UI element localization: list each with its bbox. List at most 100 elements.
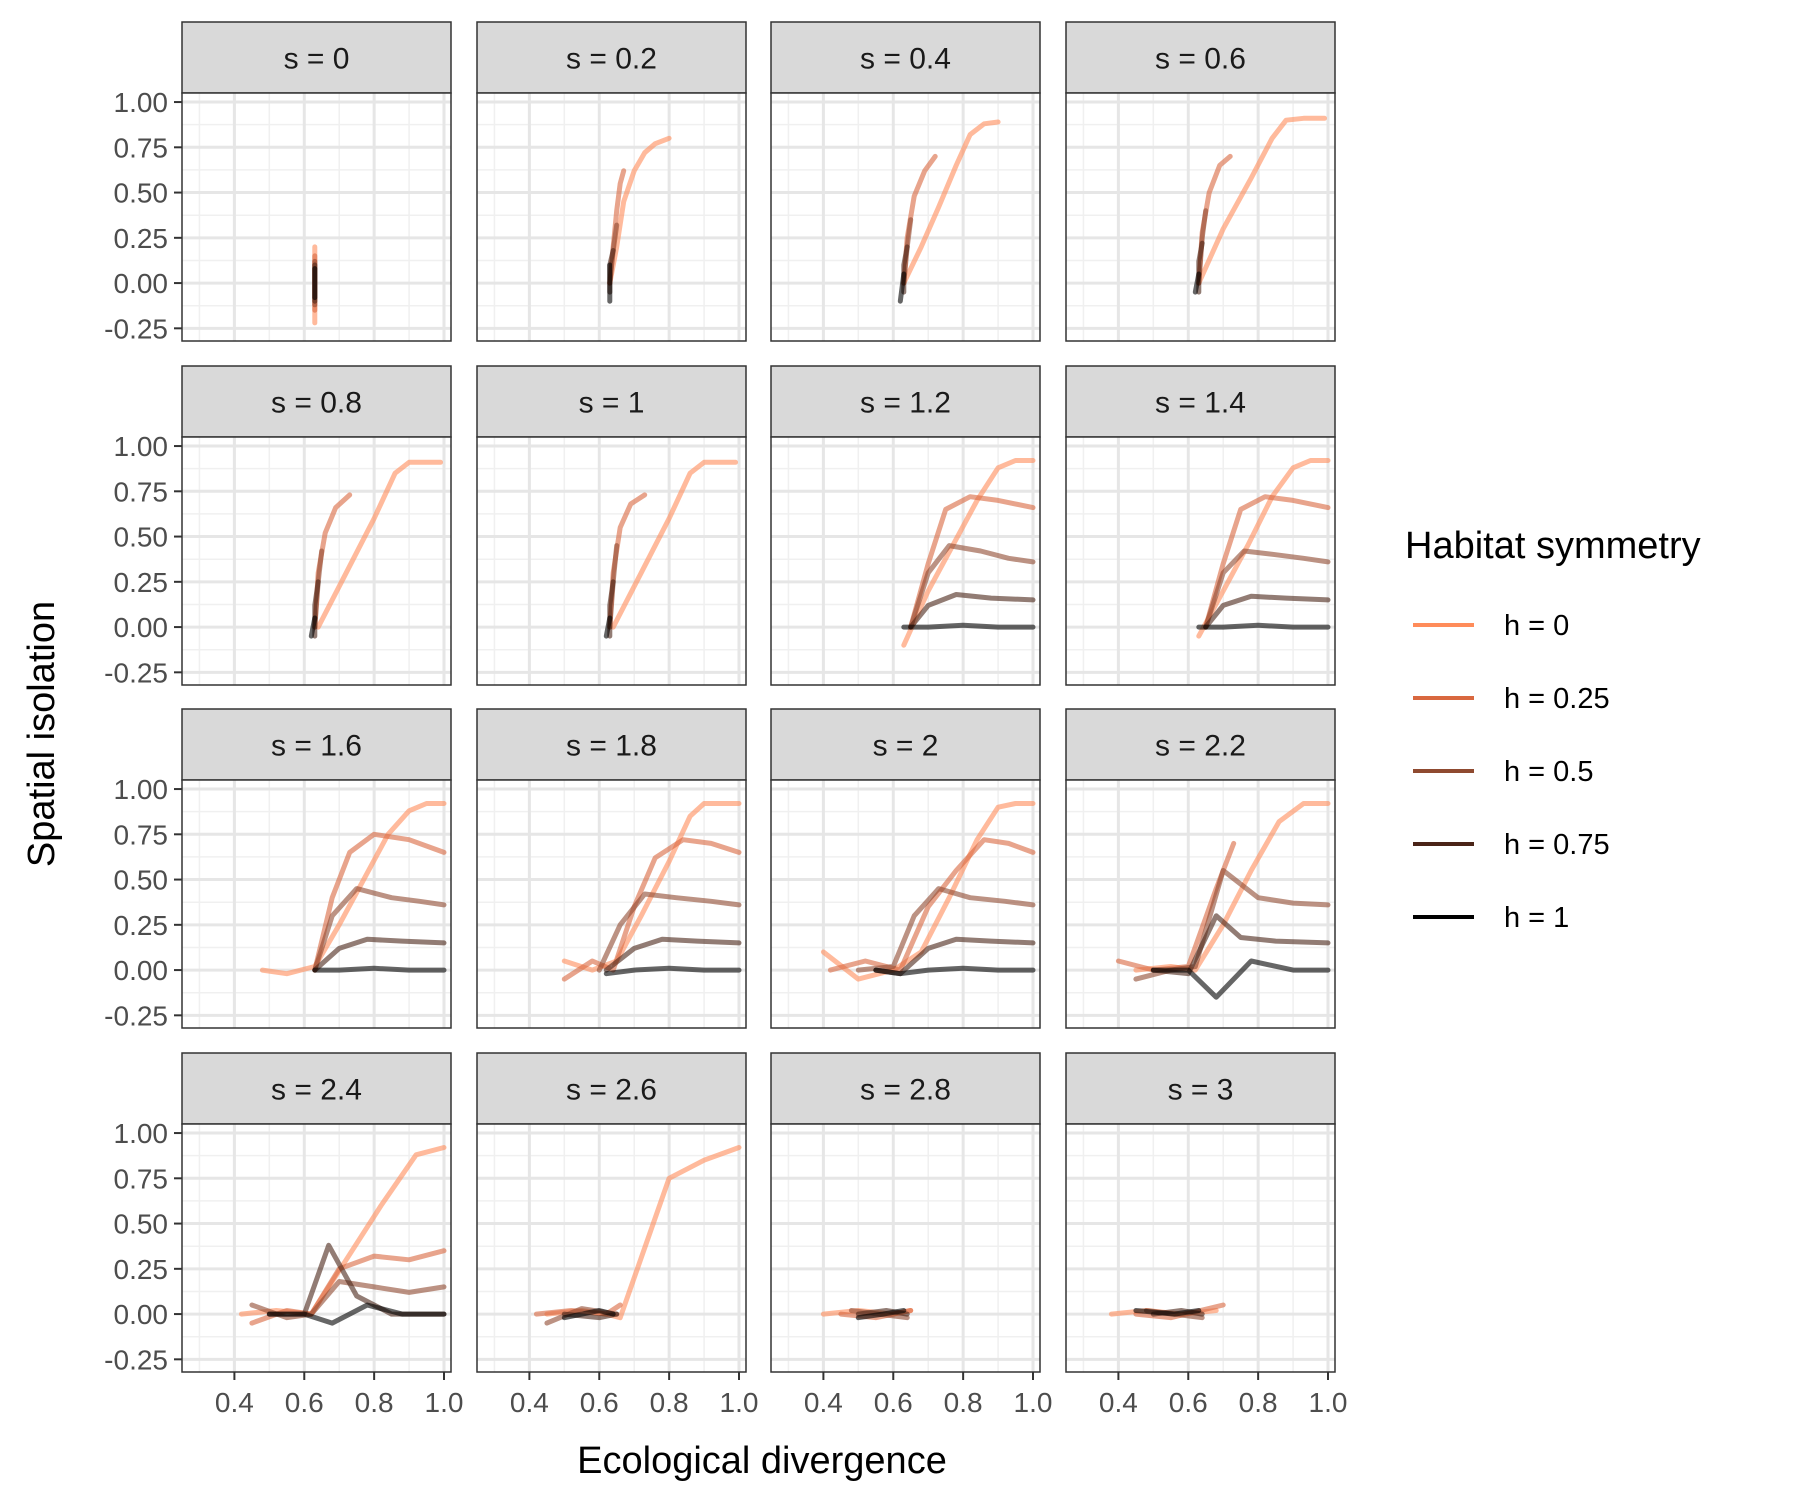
y-tick-label: 0.50 [114,1209,169,1240]
panel-border [1065,779,1336,1029]
series-line [238,1145,447,1317]
facet-strip-label: s = 2.4 [271,1074,362,1107]
legend-label: h = 0 [1504,610,1569,642]
facet-strip [1065,21,1336,94]
y-tick-label: 0.00 [114,955,169,986]
panel-border [476,779,747,1029]
legend: Habitat symmetry h = 0 h = 0.25 h = 0.5 h =… [1405,525,1701,934]
panel-border [476,436,747,686]
facet-panel: s = 0.8 1.00 0.75 0.50 0.25 0.00 -0.25 [104,365,452,688]
series-line [561,837,742,982]
series-line [266,1302,447,1326]
facet-strip-label: s = 1.8 [566,730,657,763]
y-tick-label: 0.00 [114,268,169,299]
facet-strip-label: s = 2.2 [1155,730,1246,763]
panel-background [771,93,1040,341]
panel-border [476,92,747,342]
y-tick-label: 1.00 [114,774,169,805]
facet-panel: s = 0.6 [1065,21,1336,342]
facet-panel: s = 1.2 [770,365,1041,686]
facet-strip [770,365,1041,438]
x-tick-label: 0.8 [355,1387,394,1418]
series-line [610,459,738,630]
facet-strip [770,1052,1041,1125]
panel-border [770,1123,1041,1373]
series-line [901,119,1001,286]
x-tick-label: 0.8 [650,1387,689,1418]
x-axis-title: Ecological divergence [577,1440,947,1482]
y-tick-label: -0.25 [104,313,168,344]
y-tick-label: 0.25 [114,910,169,941]
series-line [603,615,613,639]
panel-border [1065,1123,1336,1373]
facet-strip [476,21,747,94]
facet-strip-label: s = 1.6 [271,730,362,763]
panels-layer: s = 0 1.00 0.75 0.50 0.25 0.00 -0.25 s = 0.2 s =… [104,21,1347,1418]
x-tick-label: 1.0 [720,1387,759,1418]
x-tick-label: 0.4 [804,1387,843,1418]
series-line [596,891,742,973]
series-line [908,543,1036,630]
facet-strip-label: s = 2.6 [566,1074,657,1107]
series-line [607,135,672,286]
panel-background [477,437,746,685]
panel-border [770,779,1041,1029]
panel-border [181,436,452,686]
legend-title: Habitat symmetry [1405,525,1701,567]
panel-background [1066,93,1335,341]
panel-background [771,1124,1040,1372]
series-line [259,801,447,977]
series-line [312,831,447,973]
series-line [312,965,447,973]
legend-label: h = 0.75 [1504,829,1610,861]
series-line [1192,271,1202,295]
y-tick-label: 0.25 [114,1254,169,1285]
legend-label: h = 1 [1504,902,1569,934]
facet-strip [181,21,452,94]
panel-border [770,92,1041,342]
x-tick-label: 0.4 [215,1387,254,1418]
facet-strip-label: s = 2.8 [860,1074,951,1107]
facet-panel: s = 1.8 [476,708,747,1029]
series-line [1150,958,1331,1000]
facet-strip [476,365,747,438]
series-line [312,886,447,973]
facet-strip-label: s = 0 [284,43,350,76]
x-tick-label: 0.8 [944,1387,983,1418]
panel-border [1065,436,1336,686]
x-tick-label: 0.6 [580,1387,619,1418]
series-line [1203,548,1331,630]
legend-label: h = 0.5 [1504,756,1594,788]
facet-panel: s = 1.6 1.00 0.75 0.50 0.25 0.00 -0.25 [104,708,452,1031]
y-tick-label: 0.25 [114,223,169,254]
series-line [855,1308,907,1321]
facet-panel: s = 2.2 [1065,708,1336,1029]
y-tick-label: 0.50 [114,178,169,209]
panel-border [770,436,1041,686]
x-tick-label: 0.4 [1099,1387,1138,1418]
facet-panel: s = 2.4 1.00 0.75 0.50 0.25 0.00 -0.25 0.4 0.6 0.… [104,1052,463,1418]
y-tick-label: 0.75 [114,1163,169,1194]
panel-background [771,780,1040,1028]
facet-strip [1065,708,1336,781]
panel-background [1066,437,1335,685]
facet-strip [1065,365,1336,438]
series-line [873,965,1036,977]
facet-strip [181,365,452,438]
y-tick-label: 0.75 [114,819,169,850]
y-tick-label: 0.00 [114,612,169,643]
series-line [315,459,443,630]
series-line [1203,593,1331,630]
y-tick-label: -0.25 [104,1000,168,1031]
facet-strip-label: s = 1.4 [1155,387,1246,420]
x-tick-label: 1.0 [1014,1387,1053,1418]
panel-border [1065,92,1336,342]
panel-background [477,93,746,341]
x-tick-label: 0.4 [510,1387,549,1418]
legend-label: h = 0.25 [1504,683,1610,715]
y-tick-label: 1.00 [114,87,169,118]
series-line [308,615,318,639]
facet-strip-label: s = 3 [1168,1074,1234,1107]
